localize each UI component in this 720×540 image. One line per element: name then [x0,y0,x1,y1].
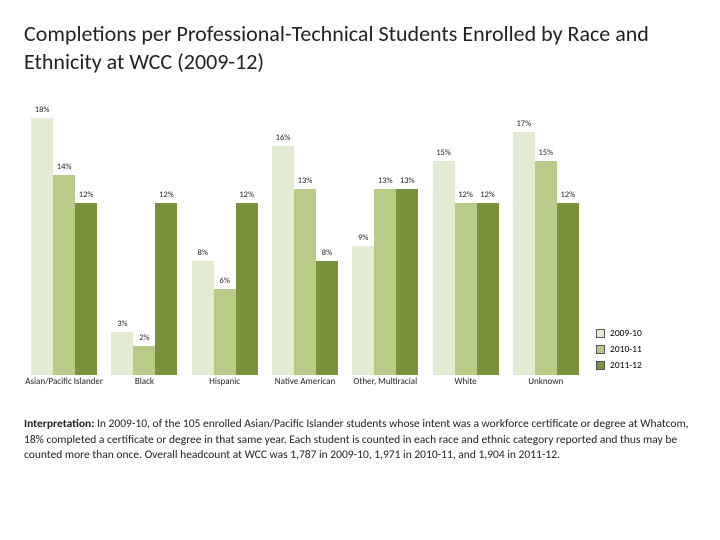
bar-value-label: 12% [458,190,473,200]
bar-value-label: 13% [298,176,313,186]
page-title: Completions per Professional-Technical S… [24,20,696,75]
bar-value-label: 14% [57,162,72,172]
x-axis-label: Black [104,375,184,399]
bar: 13% [374,189,396,375]
bar-group: 18%14%12% [24,89,104,375]
bar: 15% [433,161,455,376]
interpretation-text: In 2009-10, of the 105 enrolled Asian/Pa… [24,417,689,462]
legend-swatch [596,345,605,354]
legend-item: 2010-11 [596,343,696,355]
bar-value-label: 2% [139,333,149,343]
legend-label: 2011-12 [610,359,642,371]
bar: 12% [455,203,477,375]
bar-value-label: 9% [358,233,368,243]
bar-value-label: 12% [560,190,575,200]
bar: 13% [396,189,418,375]
legend: 2009-10 2010-11 2011-12 [596,323,696,375]
bar-value-label: 12% [239,190,254,200]
bar-group: 17%15%12% [506,89,586,375]
bar-value-label: 6% [220,276,230,286]
legend-swatch [596,329,605,338]
interpretation-label: Interpretation: [24,417,94,431]
legend-label: 2009-10 [610,327,642,339]
bar-group: 3%2%12% [104,89,184,375]
bar-value-label: 15% [436,148,451,158]
bar: 12% [557,203,579,375]
bar: 12% [236,203,258,375]
bar: 18% [31,118,53,375]
bar-value-label: 12% [480,190,495,200]
x-axis-label: Unknown [506,375,586,399]
bar: 8% [192,261,214,375]
bar: 14% [53,175,75,375]
chart-area: 18%14%12%3%2%12%8%6%12%16%13%8%9%13%13%1… [24,89,696,399]
bar-value-label: 12% [159,190,174,200]
bar-group: 8%6%12% [185,89,265,375]
x-axis-label: White [425,375,505,399]
bar-value-label: 18% [35,105,50,115]
bar: 8% [316,261,338,375]
bar: 12% [155,203,177,375]
bar: 13% [294,189,316,375]
bar-group: 16%13%8% [265,89,345,375]
x-axis-labels: Asian/Pacific IslanderBlackHispanicNativ… [24,375,586,399]
legend-item: 2011-12 [596,359,696,371]
legend-item: 2009-10 [596,327,696,339]
bar: 12% [477,203,499,375]
bar: 3% [111,332,133,375]
bar-value-label: 8% [198,248,208,258]
x-axis-label: Other, Multiracial [345,375,425,399]
bar: 9% [352,246,374,375]
bar-value-label: 12% [79,190,94,200]
bar: 15% [535,161,557,376]
bar-value-label: 15% [538,148,553,158]
bar-value-label: 13% [400,176,415,186]
interpretation: Interpretation: In 2009-10, of the 105 e… [24,417,696,464]
x-axis-label: Native American [265,375,345,399]
bar-value-label: 16% [276,133,291,143]
bar-group: 9%13%13% [345,89,425,375]
bar-value-label: 13% [378,176,393,186]
bar: 16% [272,146,294,375]
bar-value-label: 8% [322,248,332,258]
bar: 17% [513,132,535,375]
legend-swatch [596,361,605,370]
chart-plot: 18%14%12%3%2%12%8%6%12%16%13%8%9%13%13%1… [24,89,586,375]
bar: 2% [133,346,155,375]
bar: 12% [75,203,97,375]
bar-group: 15%12%12% [425,89,505,375]
x-axis-label: Hispanic [185,375,265,399]
bar-value-label: 3% [117,319,127,329]
bar-value-label: 17% [516,119,531,129]
legend-label: 2010-11 [610,343,642,355]
x-axis-label: Asian/Pacific Islander [24,375,104,399]
bar: 6% [214,289,236,375]
